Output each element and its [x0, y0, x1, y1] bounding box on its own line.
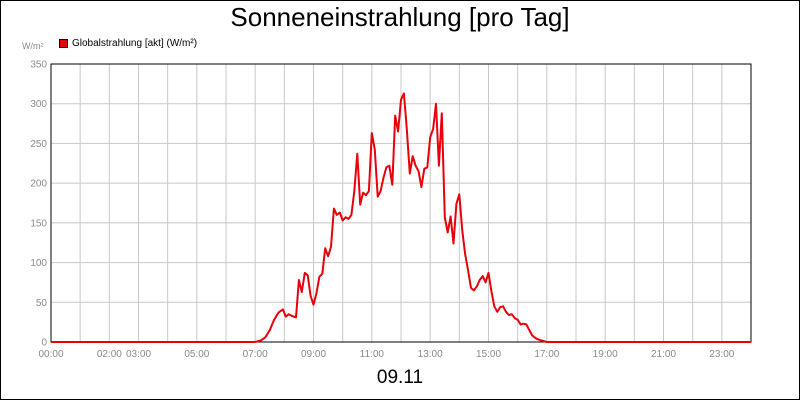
x-tick-label: 07:00	[243, 349, 268, 360]
x-axis-ticks: 00:00 02:00 03:00 05:00 07:00 09:00 11:00 13:00…	[38, 349, 734, 360]
series-group	[51, 92, 751, 343]
y-tick-label: 350	[30, 60, 47, 71]
x-tick-label: 23:00	[709, 349, 734, 360]
y-tick-label: 0	[41, 338, 47, 349]
y-tick-label: 150	[30, 218, 47, 229]
grid-lines	[51, 64, 751, 342]
y-tick-label: 200	[30, 179, 47, 190]
legend-swatch	[59, 39, 68, 48]
x-tick-label: 03:00	[126, 349, 151, 360]
y-axis-unit: W/m²	[22, 41, 44, 51]
x-tick-label: 21:00	[651, 349, 676, 360]
legend: Globalstrahlung [akt] (W/m²)	[59, 38, 197, 49]
x-tick-label: 11:00	[360, 349, 385, 360]
x-tick-label: 17:00	[534, 349, 559, 360]
y-axis-ticks: 0 50 100 150 200 250 300 350	[30, 60, 47, 349]
x-tick-label: 05:00	[184, 349, 209, 360]
x-axis-label: 09.11	[376, 367, 424, 388]
plot-area	[50, 63, 752, 343]
legend-label: Globalstrahlung [akt] (W/m²)	[72, 38, 198, 49]
y-tick-label: 50	[36, 298, 48, 309]
x-tick-label: 00:00	[38, 349, 63, 360]
x-tick-label: 13:00	[418, 349, 443, 360]
x-tick-label: 19:00	[593, 349, 618, 360]
y-tick-label: 300	[30, 99, 47, 110]
series-line-0	[51, 92, 751, 343]
x-tick-label: 09:00	[301, 349, 326, 360]
x-tick-label: 15:00	[476, 349, 501, 360]
y-tick-label: 250	[30, 139, 47, 150]
chart-title: Sonneneinstrahlung [pro Tag]	[230, 2, 570, 32]
y-tick-label: 100	[30, 258, 47, 269]
x-tick-label: 02:00	[97, 349, 122, 360]
